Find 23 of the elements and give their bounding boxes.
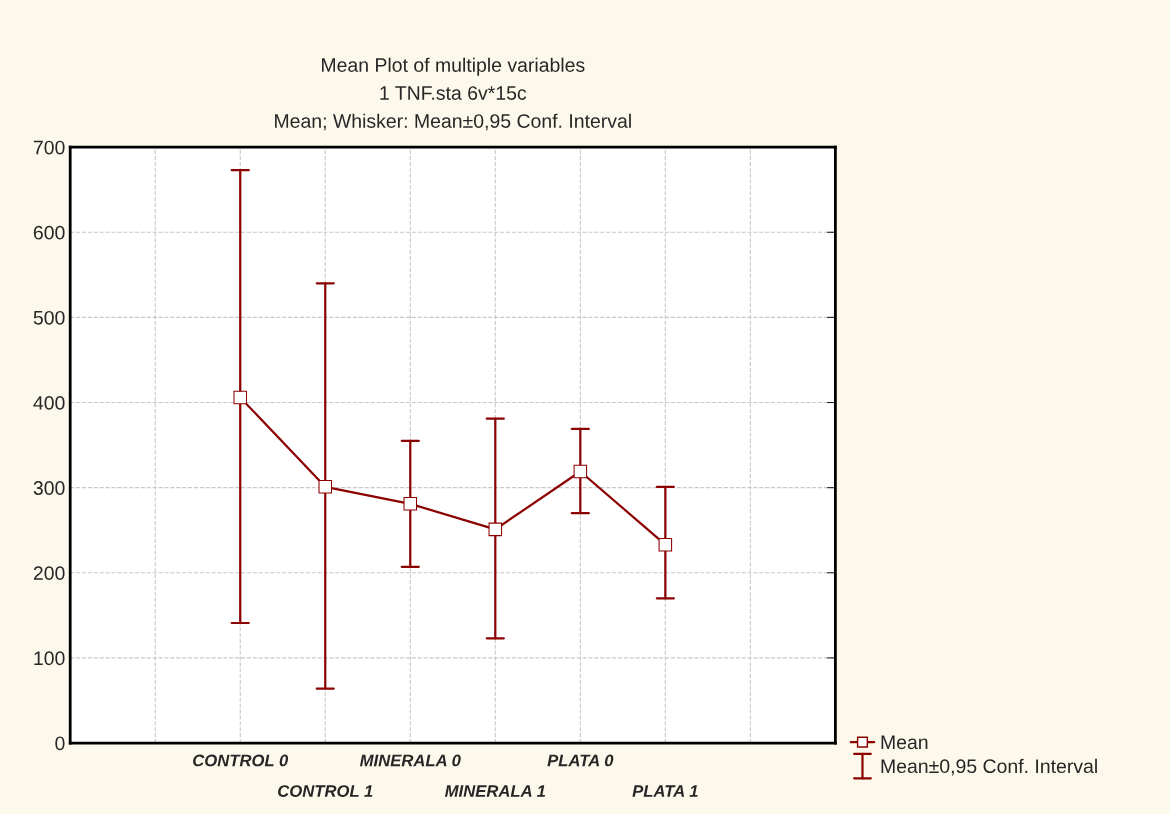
x-tick-label: CONTROL 0 — [193, 754, 289, 767]
chart-title: Mean Plot of multiple variables 1 TNF.sta 6v*15c Mean; Whisker: Mean±0,95 Conf. Interval — [275, 57, 631, 131]
x-tick-label: MINERALA 0 — [359, 754, 461, 767]
x-tick-label: MINERALA 1 — [444, 785, 546, 797]
legend-label: Mean — [881, 735, 928, 750]
y-tick-label: 0 — [55, 736, 65, 751]
y-tick-label: 300 — [33, 481, 65, 495]
x-tick-label: PLATA 1 — [632, 785, 698, 797]
point — [318, 480, 333, 494]
y-tick-label: 200 — [33, 566, 65, 581]
point — [488, 522, 503, 537]
point — [573, 464, 588, 479]
y-tick-label: 400 — [33, 396, 65, 410]
text: Mean±0,95 Conf. Interval — [881, 758, 1097, 776]
point — [658, 537, 673, 552]
x-tick-label: PLATA 0 — [547, 754, 614, 767]
point — [403, 497, 418, 511]
y-tick-label: 700 — [33, 140, 65, 155]
y-tick-label: 600 — [33, 225, 65, 240]
y-tick-label: 100 — [34, 651, 65, 666]
x-tick-label: CONTROL 1 — [278, 785, 373, 797]
point — [233, 390, 248, 405]
y-tick-label: 500 — [33, 310, 65, 325]
